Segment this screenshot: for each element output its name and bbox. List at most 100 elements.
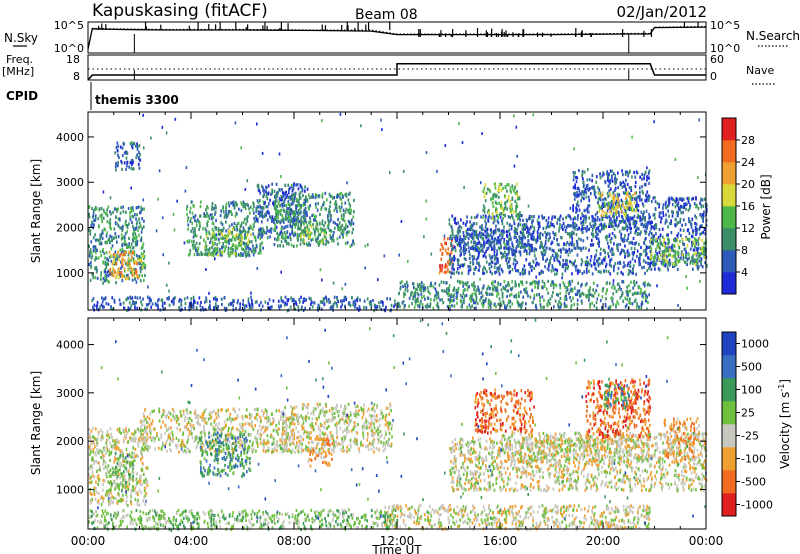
power-cell (297, 221, 300, 225)
power-cell (576, 245, 579, 249)
power-cell (247, 230, 249, 234)
power-cell (591, 301, 593, 305)
power-cell (654, 196, 656, 200)
power-cell (321, 237, 324, 241)
power-cell (559, 262, 561, 266)
power-cell (293, 183, 295, 187)
power-cell (585, 184, 588, 188)
power-cell (94, 216, 97, 220)
power-cell (491, 247, 493, 251)
power-cell (216, 298, 218, 302)
power-cell (461, 295, 464, 299)
power-cell (96, 276, 99, 280)
power-cell (668, 201, 671, 205)
power-cell (276, 231, 278, 235)
power-cell (502, 301, 505, 305)
power-cell (464, 257, 467, 262)
power-cell (653, 263, 655, 268)
power-cell (110, 254, 113, 258)
power-cell (252, 202, 255, 206)
power-cell (335, 203, 338, 207)
power-cell (695, 197, 697, 201)
power-cell (628, 207, 630, 211)
power-cell (457, 258, 460, 262)
power-cell (255, 245, 258, 249)
power-cell (134, 144, 137, 148)
power-cell (123, 259, 126, 263)
power-cell (695, 216, 698, 220)
power-cell (120, 251, 123, 255)
power-cell (329, 219, 331, 223)
power-cell (126, 261, 129, 265)
power-cell (478, 247, 481, 251)
power-cell (650, 267, 653, 271)
power-cell (691, 197, 693, 201)
power-cell (624, 305, 627, 309)
power-cell (460, 226, 463, 230)
power-cell (248, 254, 251, 258)
power-cell (609, 272, 612, 276)
power-cell (127, 253, 130, 257)
power-cell (304, 215, 306, 219)
power-cell (131, 158, 134, 163)
power-cell (280, 195, 283, 199)
power-cell (599, 247, 602, 251)
power-cell (627, 174, 629, 178)
power-cell (639, 194, 641, 198)
power-cell (700, 263, 702, 267)
power-cell (700, 197, 702, 201)
power-cell (429, 298, 432, 302)
power-cell (556, 272, 558, 276)
power-cell (463, 252, 465, 256)
power-cell (526, 252, 528, 256)
power-cell (321, 228, 323, 232)
power-cell (578, 292, 581, 296)
power-cell (589, 305, 591, 309)
power-cell (642, 216, 644, 220)
power-cell (306, 199, 308, 203)
power-cell (565, 250, 568, 255)
power-cell (640, 305, 643, 310)
power-cell (576, 268, 579, 272)
power-cell (549, 297, 552, 301)
power-cell (548, 232, 551, 236)
power-cell (626, 218, 629, 222)
power-cell (189, 206, 192, 210)
power-cell (667, 268, 669, 272)
power-cell (632, 253, 635, 257)
power-cell (484, 242, 486, 246)
power-cell (329, 210, 331, 214)
power-cell (211, 214, 213, 218)
power-cell (616, 246, 618, 250)
power-cell (291, 225, 293, 229)
power-cell (481, 244, 483, 248)
power-cell (602, 204, 605, 208)
power-cell (245, 222, 247, 226)
power-cell (485, 270, 488, 274)
power-cell (542, 270, 544, 274)
power-cell (440, 257, 443, 261)
power-cell (459, 248, 462, 253)
power-cell (568, 247, 571, 251)
power-cell (206, 211, 208, 215)
power-cell (255, 214, 257, 218)
power-cell (104, 275, 106, 279)
power-cell (506, 240, 508, 244)
power-cell (519, 272, 522, 276)
power-cell (603, 222, 606, 226)
power-cell (244, 242, 246, 246)
power-cell (447, 260, 449, 264)
power-cell (115, 207, 118, 212)
power-cell (657, 267, 660, 271)
power-cell (507, 281, 510, 285)
power-cell (469, 253, 471, 257)
power-cell (423, 294, 425, 298)
power-cell (695, 247, 698, 251)
power-cell (627, 201, 630, 205)
power-cell (551, 217, 553, 221)
power-cell (334, 206, 337, 210)
power-cell (299, 191, 302, 195)
power-cell (523, 264, 526, 268)
power-cell (293, 222, 295, 226)
power-cell (604, 250, 606, 255)
